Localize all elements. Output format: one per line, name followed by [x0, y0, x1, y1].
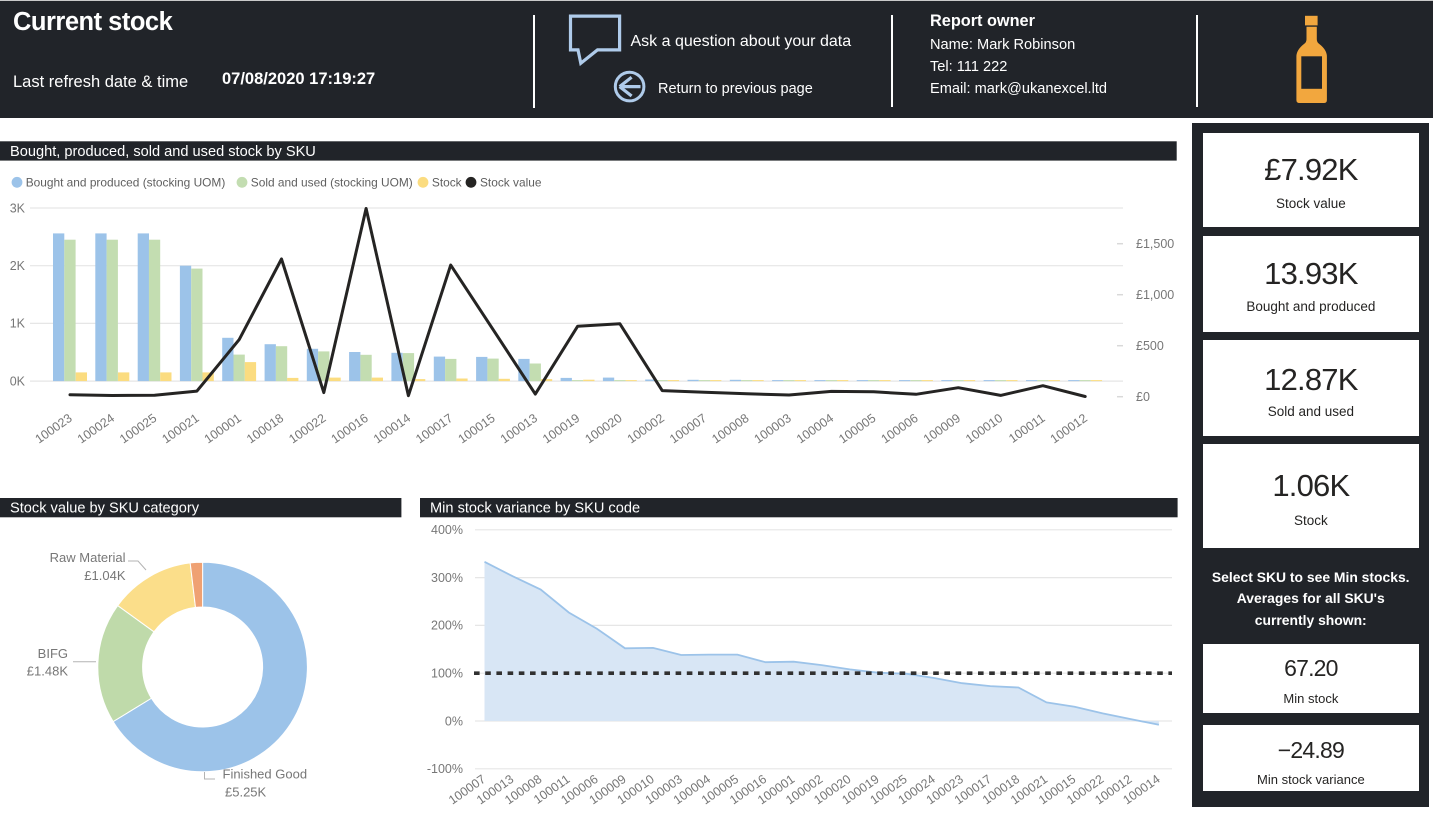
svg-text:Bought, produced, sold and use: Bought, produced, sold and used stock by…: [10, 144, 316, 160]
svg-text:0K: 0K: [10, 374, 26, 388]
svg-text:Finished Good: Finished Good: [223, 767, 308, 782]
svg-text:100010: 100010: [963, 411, 1005, 446]
svg-text:400%: 400%: [431, 523, 463, 537]
svg-text:£1.48K: £1.48K: [27, 664, 69, 679]
svg-text:Stock: Stock: [432, 176, 462, 190]
svg-text:100016: 100016: [329, 411, 371, 446]
svg-text:100002: 100002: [625, 411, 667, 446]
svg-text:£1,000: £1,000: [1136, 288, 1174, 302]
svg-text:£0: £0: [1136, 390, 1150, 404]
svg-text:100017: 100017: [413, 411, 455, 446]
svg-text:100%: 100%: [431, 667, 463, 681]
svg-text:100018: 100018: [244, 411, 286, 446]
svg-text:100024: 100024: [75, 411, 117, 446]
svg-text:100012: 100012: [1048, 411, 1090, 446]
svg-text:100009: 100009: [921, 411, 963, 446]
svg-text:100006: 100006: [879, 411, 921, 446]
svg-text:100019: 100019: [540, 411, 582, 446]
svg-text:100001: 100001: [202, 411, 244, 446]
svg-text:£5.25K: £5.25K: [225, 784, 267, 799]
svg-text:Raw Material: Raw Material: [50, 550, 126, 565]
svg-text:200%: 200%: [431, 619, 463, 633]
svg-text:100020: 100020: [582, 411, 624, 446]
svg-text:100011: 100011: [1006, 411, 1047, 446]
svg-text:Bought and produced (stocking: Bought and produced (stocking UOM): [26, 176, 226, 190]
svg-text:100023: 100023: [33, 411, 75, 446]
svg-text:100021: 100021: [159, 411, 201, 446]
svg-text:100025: 100025: [117, 411, 159, 446]
svg-text:100014: 100014: [371, 411, 413, 446]
svg-text:-100%: -100%: [427, 762, 463, 776]
svg-text:Min stock variance by SKU code: Min stock variance by SKU code: [430, 501, 640, 517]
svg-text:Sold and used (stocking UOM): Sold and used (stocking UOM): [251, 176, 413, 190]
svg-text:100005: 100005: [836, 411, 878, 446]
svg-text:£1,500: £1,500: [1136, 237, 1174, 251]
svg-text:100003: 100003: [752, 411, 794, 446]
svg-text:£500: £500: [1136, 339, 1164, 353]
svg-text:100013: 100013: [498, 411, 540, 446]
svg-text:0%: 0%: [445, 714, 463, 728]
svg-text:100008: 100008: [709, 411, 751, 446]
svg-text:100015: 100015: [456, 411, 498, 446]
svg-text:Stock value by SKU category: Stock value by SKU category: [10, 501, 200, 517]
svg-text:3K: 3K: [10, 201, 26, 215]
svg-text:1K: 1K: [10, 317, 26, 331]
svg-text:BIFG: BIFG: [38, 646, 68, 661]
svg-text:Stock value: Stock value: [480, 176, 542, 190]
svg-text:100022: 100022: [286, 411, 328, 446]
svg-text:2K: 2K: [10, 259, 26, 273]
svg-text:£1.04K: £1.04K: [84, 568, 126, 583]
svg-text:100007: 100007: [667, 411, 709, 446]
svg-text:100004: 100004: [794, 411, 836, 446]
svg-text:300%: 300%: [431, 571, 463, 585]
